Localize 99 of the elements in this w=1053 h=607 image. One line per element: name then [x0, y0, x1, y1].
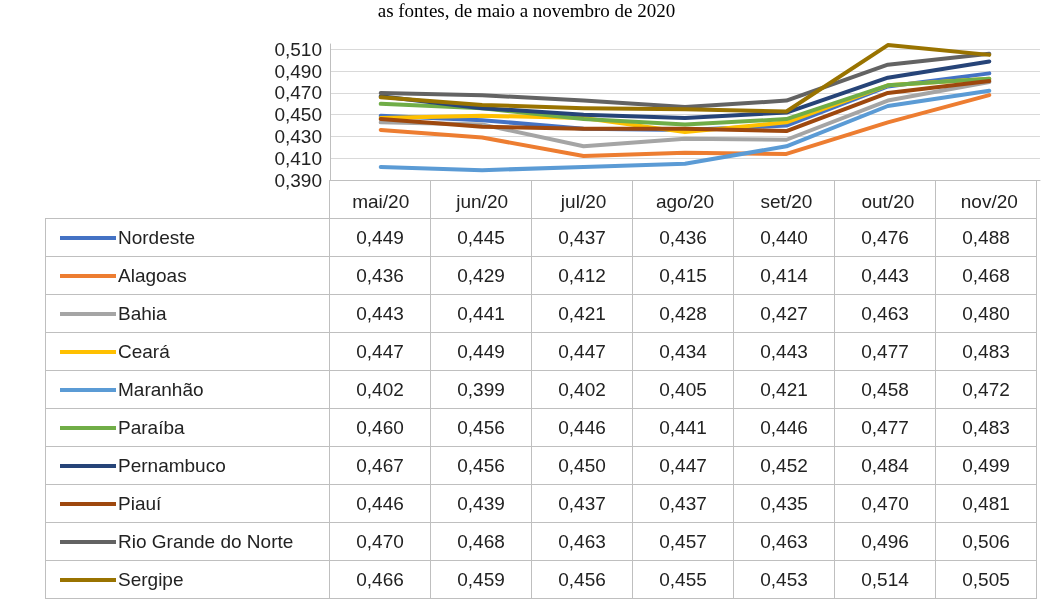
data-label: 0,477	[834, 408, 936, 447]
data-label: 0,452	[733, 446, 835, 485]
data-label: 0,514	[834, 560, 936, 599]
data-label: 0,472	[935, 370, 1037, 409]
data-label: 0,436	[632, 218, 734, 257]
data-label: 0,421	[733, 370, 835, 409]
data-label: 0,447	[531, 332, 633, 371]
data-label: 0,470	[834, 484, 936, 523]
data-label: 0,459	[430, 560, 532, 599]
legend-label: Sergipe	[45, 560, 330, 599]
y-tick-label: 0,470	[274, 82, 322, 104]
data-label: 0,414	[733, 256, 835, 295]
legend-label: Pernambuco	[45, 446, 330, 485]
legend-label: Rio Grande do Norte	[45, 522, 330, 561]
data-label: 0,441	[430, 294, 532, 333]
data-label: 0,427	[733, 294, 835, 333]
y-tick-label: 0,390	[274, 169, 322, 191]
data-label: 0,443	[834, 256, 936, 295]
x-tick-label: mai/20	[352, 191, 410, 212]
data-label: 0,441	[632, 408, 734, 447]
data-label: 0,405	[632, 370, 734, 409]
data-label: 0,428	[632, 294, 734, 333]
data-label: 0,460	[329, 408, 431, 447]
data-label: 0,402	[531, 370, 633, 409]
data-label: 0,456	[430, 446, 532, 485]
data-label: 0,483	[935, 332, 1037, 371]
legend-label: Maranhão	[45, 370, 330, 409]
data-label: 0,450	[531, 446, 633, 485]
data-label: 0,505	[935, 560, 1037, 599]
legend-label: Ceará	[45, 332, 330, 371]
data-label: 0,443	[329, 294, 431, 333]
data-label: 0,435	[733, 484, 835, 523]
data-label: 0,470	[329, 522, 431, 561]
y-tick-label: 0,510	[274, 38, 322, 60]
legend-label: Bahia	[45, 294, 330, 333]
data-label: 0,449	[329, 218, 431, 257]
y-tick-label: 0,410	[274, 147, 322, 169]
data-label: 0,488	[935, 218, 1037, 257]
data-label: 0,434	[632, 332, 734, 371]
legend-label: Alagoas	[45, 256, 330, 295]
data-label: 0,415	[632, 256, 734, 295]
x-tick-label: jun/20	[455, 191, 509, 212]
y-tick-label: 0,430	[274, 125, 322, 147]
data-label: 0,443	[733, 332, 835, 371]
data-label: 0,402	[329, 370, 431, 409]
data-label: 0,481	[935, 484, 1037, 523]
data-label: 0,439	[430, 484, 532, 523]
data-label: 0,456	[430, 408, 532, 447]
data-label: 0,458	[834, 370, 936, 409]
line-series	[378, 51, 992, 110]
data-label: 0,453	[733, 560, 835, 599]
data-label: 0,445	[430, 218, 532, 257]
legend-label: Paraíba	[45, 408, 330, 447]
data-label: 0,429	[430, 256, 532, 295]
x-tick-label: out/20	[861, 191, 915, 212]
data-label: 0,399	[430, 370, 532, 409]
data-label: 0,506	[935, 522, 1037, 561]
line-series	[378, 88, 992, 173]
y-tick-label: 0,490	[274, 60, 322, 82]
data-label: 0,440	[733, 218, 835, 257]
data-label: 0,449	[430, 332, 532, 371]
data-label: 0,463	[531, 522, 633, 561]
y-tick-label: 0,450	[274, 104, 322, 126]
data-label: 0,456	[531, 560, 633, 599]
x-tick-label: jul/20	[559, 191, 607, 212]
legend-label: Nordeste	[45, 218, 330, 257]
data-label: 0,477	[834, 332, 936, 371]
data-label: 0,499	[935, 446, 1037, 485]
data-label: 0,436	[329, 256, 431, 295]
data-label: 0,437	[632, 484, 734, 523]
data-label: 0,463	[834, 294, 936, 333]
data-label: 0,496	[834, 522, 936, 561]
data-label: 0,467	[329, 446, 431, 485]
data-label: 0,455	[632, 560, 734, 599]
line-series	[378, 93, 992, 159]
x-tick-label: set/20	[760, 191, 813, 212]
line-series	[378, 43, 992, 114]
data-label: 0,447	[329, 332, 431, 371]
x-tick-label: nov/20	[960, 191, 1018, 212]
data-label: 0,446	[531, 408, 633, 447]
data-label: 0,463	[733, 522, 835, 561]
data-label: 0,447	[632, 446, 734, 485]
chart-title: as fontes, de maio a novembro de 2020	[376, 0, 677, 22]
data-label: 0,457	[632, 522, 734, 561]
data-label: 0,484	[834, 446, 936, 485]
data-label: 0,480	[935, 294, 1037, 333]
data-label: 0,437	[531, 218, 633, 257]
data-label: 0,468	[935, 256, 1037, 295]
data-label: 0,466	[329, 560, 431, 599]
data-label: 0,421	[531, 294, 633, 333]
data-label: 0,468	[430, 522, 532, 561]
data-label: 0,476	[834, 218, 936, 257]
x-tick-label: ago/20	[655, 191, 715, 212]
data-label: 0,446	[329, 484, 431, 523]
data-label: 0,446	[733, 408, 835, 447]
legend-label: Piauí	[45, 484, 330, 523]
data-label: 0,412	[531, 256, 633, 295]
data-label: 0,437	[531, 484, 633, 523]
data-label: 0,483	[935, 408, 1037, 447]
